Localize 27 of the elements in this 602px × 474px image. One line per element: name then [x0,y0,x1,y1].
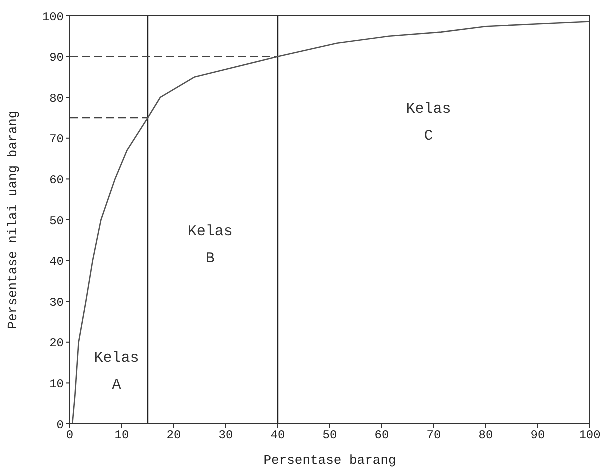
y-tick-label: 0 [56,418,64,432]
y-tick-label: 70 [50,132,64,147]
x-tick-label: 50 [322,428,338,443]
x-tick-label: 40 [270,428,286,443]
x-tick-label: 10 [114,428,130,443]
x-tick-label: 90 [530,428,546,443]
y-axis-title: Persentase nilai uang barang [6,110,21,330]
y-tick-label: 80 [50,92,64,106]
x-tick-label: 100 [579,428,601,443]
x-tick-label: 70 [426,428,442,443]
x-tick-label: 30 [218,428,234,443]
y-tick-label: 90 [50,51,64,66]
y-tick-label: 40 [50,255,64,270]
x-tick-label: 80 [478,428,494,443]
annotation: Kelas A [94,350,140,394]
annotation: Kelas C [406,101,452,146]
y-tick-label: 100 [42,10,64,24]
x-tick-label: 60 [374,428,390,443]
y-tick-label: 60 [50,173,64,188]
x-tick-label: 20 [166,428,182,443]
y-tick-label: 10 [50,377,64,392]
annotation: Kelas B [188,224,233,268]
y-tick-label: 20 [50,336,64,351]
x-axis-title: Persentase barang [264,453,396,468]
x-tick-label: 0 [66,428,74,443]
y-tick-label: 30 [50,296,64,310]
y-tick-label: 50 [50,214,64,228]
